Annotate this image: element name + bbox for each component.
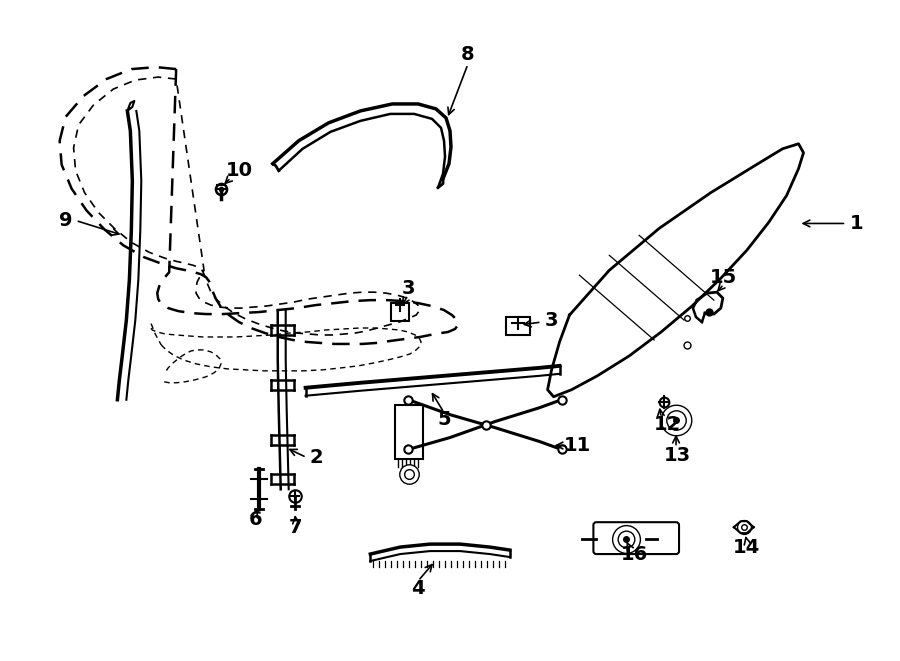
Text: 3: 3 <box>401 279 415 297</box>
Text: 10: 10 <box>225 161 252 180</box>
Text: 6: 6 <box>249 510 263 529</box>
Text: 9: 9 <box>58 211 72 230</box>
Text: 15: 15 <box>710 268 737 287</box>
Text: 4: 4 <box>411 580 425 598</box>
Text: 8: 8 <box>461 45 474 63</box>
Text: 12: 12 <box>653 415 680 434</box>
Bar <box>395 405 423 459</box>
Text: 1: 1 <box>850 214 863 233</box>
Text: 7: 7 <box>289 518 302 537</box>
Bar <box>506 317 530 335</box>
Text: 5: 5 <box>437 410 451 429</box>
Text: 13: 13 <box>663 446 690 465</box>
Text: 2: 2 <box>310 448 323 467</box>
Text: 16: 16 <box>621 545 648 564</box>
Text: 11: 11 <box>563 436 591 455</box>
Text: 14: 14 <box>734 537 760 557</box>
Bar <box>392 303 410 321</box>
FancyBboxPatch shape <box>593 522 679 554</box>
Text: 3: 3 <box>544 311 558 330</box>
